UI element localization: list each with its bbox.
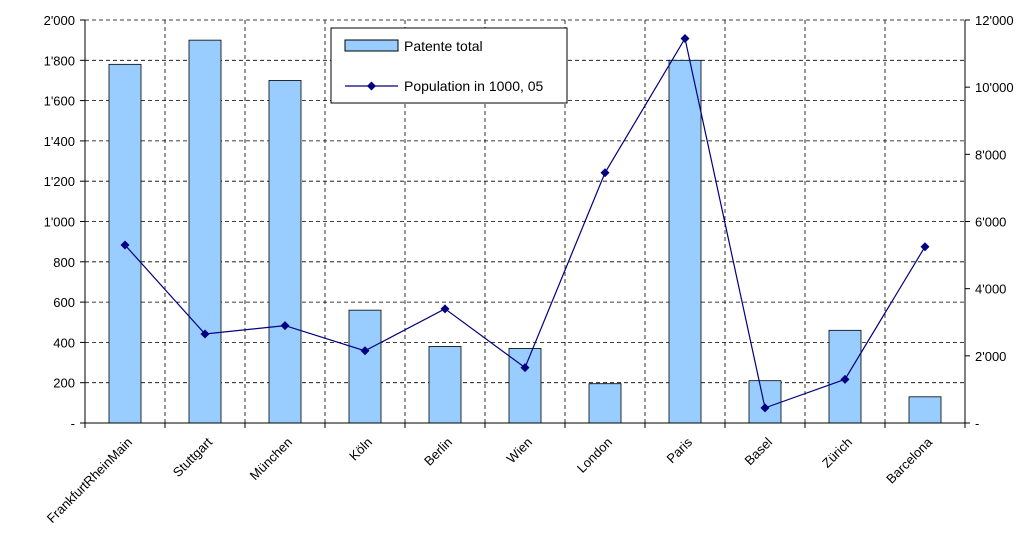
right-tick-label: 8'000 [975, 147, 1006, 162]
bar [588, 383, 622, 424]
right-tick-label: 4'000 [975, 282, 1006, 297]
category-label: München [247, 435, 295, 483]
left-tick-label: 1'800 [44, 53, 75, 68]
category-label: Zürich [819, 435, 855, 471]
left-tick-label: 2'000 [44, 13, 75, 28]
bar-series [108, 39, 942, 424]
line-point [360, 346, 370, 356]
category-label: Stuttgart [170, 434, 216, 480]
left-tick-label: - [71, 416, 75, 431]
category-label: Barcelona [883, 434, 936, 487]
category-label: Paris [664, 434, 696, 466]
bar [748, 380, 782, 424]
legend-bar-swatch [344, 39, 399, 52]
left-tick-label: 200 [53, 376, 75, 391]
bar [348, 309, 382, 424]
left-tick-label: 400 [53, 335, 75, 350]
category-label: London [574, 435, 615, 476]
bar [428, 346, 462, 424]
line-point [920, 242, 930, 252]
category-label: Berlin [421, 435, 455, 469]
category-label: FrankfurtRheinMain [44, 435, 135, 526]
line-series [120, 33, 930, 413]
bar [268, 80, 302, 424]
bar [188, 39, 222, 424]
line-point [440, 304, 450, 314]
left-tick-label: 1'600 [44, 94, 75, 109]
line-point [840, 374, 850, 384]
right-axis-ticks: - 2'000 4'000 6'000 8'000 10'000 12'000 [965, 13, 1014, 431]
category-label: Wien [504, 435, 536, 467]
category-label: Köln [346, 435, 375, 464]
right-tick-label: 10'000 [975, 80, 1014, 95]
bar [508, 348, 542, 424]
line-point [120, 240, 130, 250]
category-labels: FrankfurtRheinMain Stuttgart München Köln Be… [44, 434, 936, 526]
legend-line-label: Population in 1000, 05 [404, 78, 544, 94]
category-label: Basel [742, 434, 776, 468]
right-tick-label: - [975, 416, 979, 431]
bar [908, 396, 942, 424]
left-tick-label: 600 [53, 295, 75, 310]
line-point [280, 321, 290, 331]
left-tick-label: 1'400 [44, 134, 75, 149]
line-point [200, 329, 210, 339]
line-point [520, 363, 530, 373]
line-point [680, 33, 690, 43]
right-tick-label: 6'000 [975, 215, 1006, 230]
left-tick-label: 1'000 [44, 215, 75, 230]
right-tick-label: 12'000 [975, 13, 1014, 28]
left-tick-label: 1'200 [44, 174, 75, 189]
right-tick-label: 2'000 [975, 349, 1006, 364]
legend-bar-label: Patente total [404, 38, 483, 54]
line-point [760, 403, 770, 413]
left-axis-ticks: - 200 400 600 800 1'000 1'200 1'400 1'600 1'800 2'… [44, 13, 85, 431]
line-point [600, 168, 610, 178]
legend: Patente total Population in 1000, 05 [330, 27, 568, 104]
legend-line-marker [367, 81, 376, 91]
bar [668, 59, 702, 424]
left-tick-label: 800 [53, 255, 75, 270]
